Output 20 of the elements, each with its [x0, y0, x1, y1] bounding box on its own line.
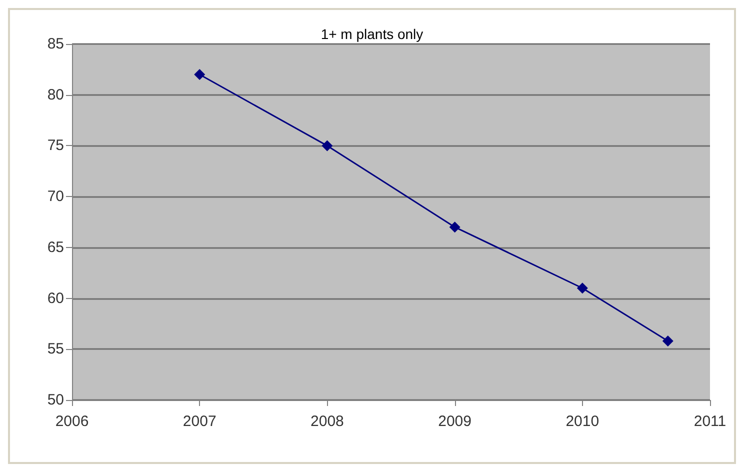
y-tick-label: 85	[47, 36, 64, 52]
y-tick-label: 70	[47, 188, 64, 206]
point	[576, 282, 588, 294]
point	[194, 69, 206, 80]
point	[662, 336, 674, 347]
y-tick-label: 75	[47, 137, 64, 154]
x-tick-label: 2011	[694, 413, 726, 430]
y-tick-label: 80	[47, 86, 64, 104]
y-tick-label: 55	[47, 340, 64, 358]
x-tick-label: 2008	[310, 413, 344, 430]
y-tick-label: 50	[47, 392, 64, 408]
point	[322, 140, 333, 152]
x-tick-label: 2007	[182, 413, 216, 430]
point	[449, 222, 460, 233]
x-tick-label: 2010	[566, 413, 600, 430]
y-tick-label: 60	[47, 290, 64, 307]
x-tick-label: 2009	[438, 413, 472, 430]
x-tick-label: 2006	[55, 413, 89, 430]
y-tick-label: 65	[47, 238, 64, 256]
chart-title: 1+ m plants only	[320, 26, 424, 42]
